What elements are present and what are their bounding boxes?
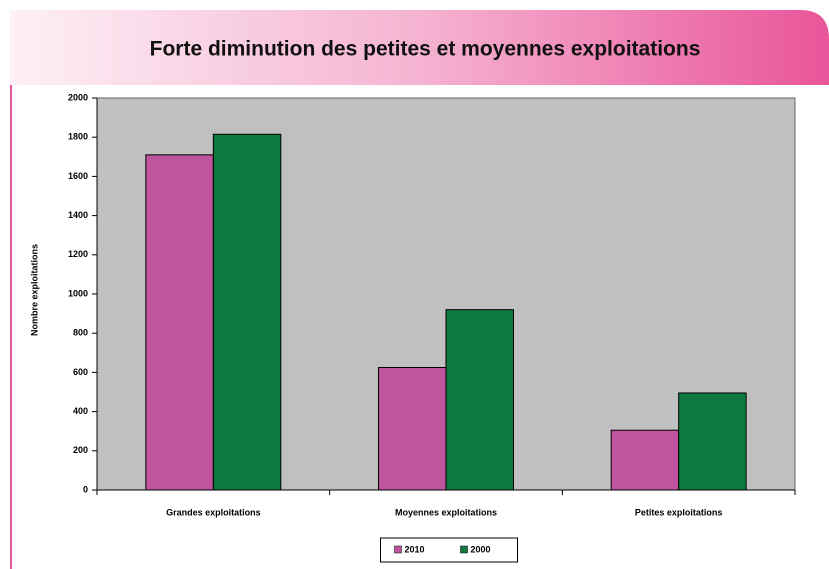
legend-label: 2000	[471, 544, 491, 554]
bar	[445, 309, 514, 491]
y-tick-label: 1200	[68, 249, 88, 259]
y-tick-label: 1600	[68, 171, 88, 181]
y-tick-label: 0	[83, 484, 88, 494]
bar	[678, 392, 747, 491]
y-tick-label: 600	[73, 367, 88, 377]
y-tick-label: 1000	[68, 288, 88, 298]
legend-swatch	[394, 545, 402, 554]
y-axis-label: Nombre exploitations	[29, 244, 39, 336]
y-tick-label: 1800	[68, 132, 88, 142]
x-tick-label: Moyennes exploitations	[395, 507, 497, 517]
y-tick-label: 1400	[68, 210, 88, 220]
y-tick-label: 400	[73, 406, 88, 416]
y-tick-label: 2000	[68, 92, 88, 102]
chart-title: Forte diminution des petites et moyennes…	[150, 38, 701, 61]
legend-swatch	[460, 545, 468, 554]
bar	[610, 429, 680, 491]
y-tick-label: 200	[73, 445, 88, 455]
legend-box	[380, 537, 518, 563]
x-tick-label: Petites exploitations	[635, 507, 723, 517]
y-tick-label: 800	[73, 328, 88, 338]
header-band	[10, 10, 829, 85]
bar	[212, 133, 282, 491]
bar	[378, 367, 447, 491]
legend-label: 2010	[405, 544, 425, 554]
x-tick-label: Grandes exploitations	[166, 507, 261, 517]
bar	[145, 154, 214, 491]
